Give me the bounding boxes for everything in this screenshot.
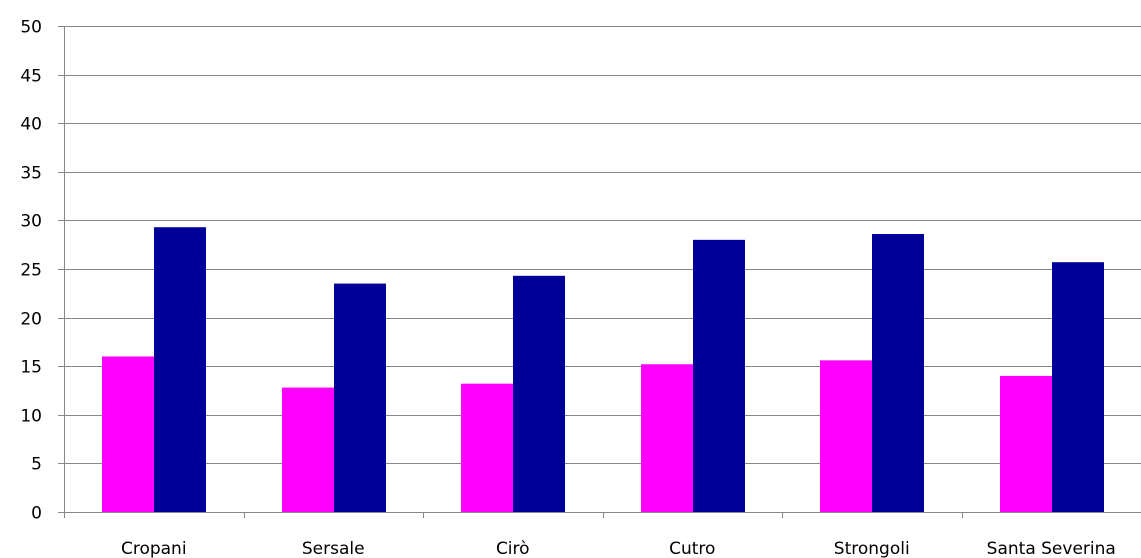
gridlines: [64, 26, 1141, 464]
bar-2-3: [513, 275, 565, 512]
bars: [102, 227, 1104, 513]
y-tick-label: 40: [20, 115, 42, 135]
y-tick-label: 5: [31, 455, 42, 475]
y-tick-label: 25: [20, 261, 42, 281]
bar-1-2: [282, 387, 334, 512]
y-tick-label: 35: [20, 164, 42, 184]
bar-2-2: [334, 283, 386, 512]
bar-2-5: [872, 234, 924, 512]
y-tick-label: 10: [20, 407, 42, 427]
bar-1-6: [1000, 375, 1052, 512]
y-tick-label: 30: [20, 212, 42, 232]
x-category-label: Strongoli: [834, 539, 910, 558]
bar-1-3: [461, 383, 513, 512]
x-category-label: Cropani: [121, 539, 187, 558]
y-tick-label: 0: [31, 504, 42, 524]
bar-2-1: [154, 227, 206, 513]
x-category-label: Cirò: [496, 539, 530, 558]
axes: [58, 26, 1141, 518]
bar-2-6: [1052, 262, 1104, 512]
y-tick-labels: 0 5 10 15 20 25 30 35 40 45 50: [20, 18, 42, 524]
x-category-labels: Cropani Sersale Cirò Cutro Strongoli Santa Se…: [121, 539, 1116, 558]
bar-1-1: [102, 356, 154, 512]
y-tick-label: 20: [20, 310, 42, 330]
bar-2-4: [693, 239, 745, 512]
y-tick-label: 15: [20, 358, 42, 378]
bar-1-5: [820, 360, 872, 512]
y-tick-label: 45: [20, 67, 42, 87]
y-tick-label: 50: [20, 18, 42, 38]
x-category-label: Cutro: [669, 539, 715, 558]
x-category-label: Sersale: [302, 539, 365, 558]
bar-1-4: [641, 364, 693, 512]
x-category-label: Santa Severina: [987, 539, 1116, 558]
